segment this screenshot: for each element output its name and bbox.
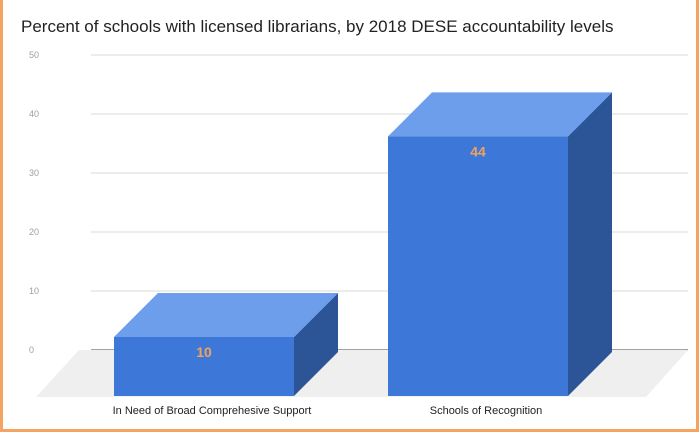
bar (388, 136, 568, 396)
y-tick-label: 50 (29, 50, 39, 60)
bar-top-face (114, 293, 338, 337)
data-label: 44 (470, 143, 486, 159)
chart-plot: 0 10 20 30 40 50 10 In Need of Broad Comprehesi… (29, 50, 688, 417)
bar-side-face (294, 293, 338, 396)
bar (114, 337, 294, 396)
bar-top-face (388, 92, 612, 137)
y-tick-label: 0 (29, 345, 34, 355)
y-tick-label: 40 (29, 109, 39, 119)
data-label: 10 (196, 344, 212, 360)
x-category-label: In Need of Broad Comprehesive Support (113, 405, 312, 417)
y-tick-label: 30 (29, 168, 39, 178)
y-tick-label: 20 (29, 227, 39, 237)
bar-side-face (568, 92, 612, 397)
chart-title: Percent of schools with licensed librari… (21, 17, 614, 36)
y-tick-label: 10 (29, 286, 39, 296)
x-category-label: Schools of Recognition (430, 405, 543, 417)
